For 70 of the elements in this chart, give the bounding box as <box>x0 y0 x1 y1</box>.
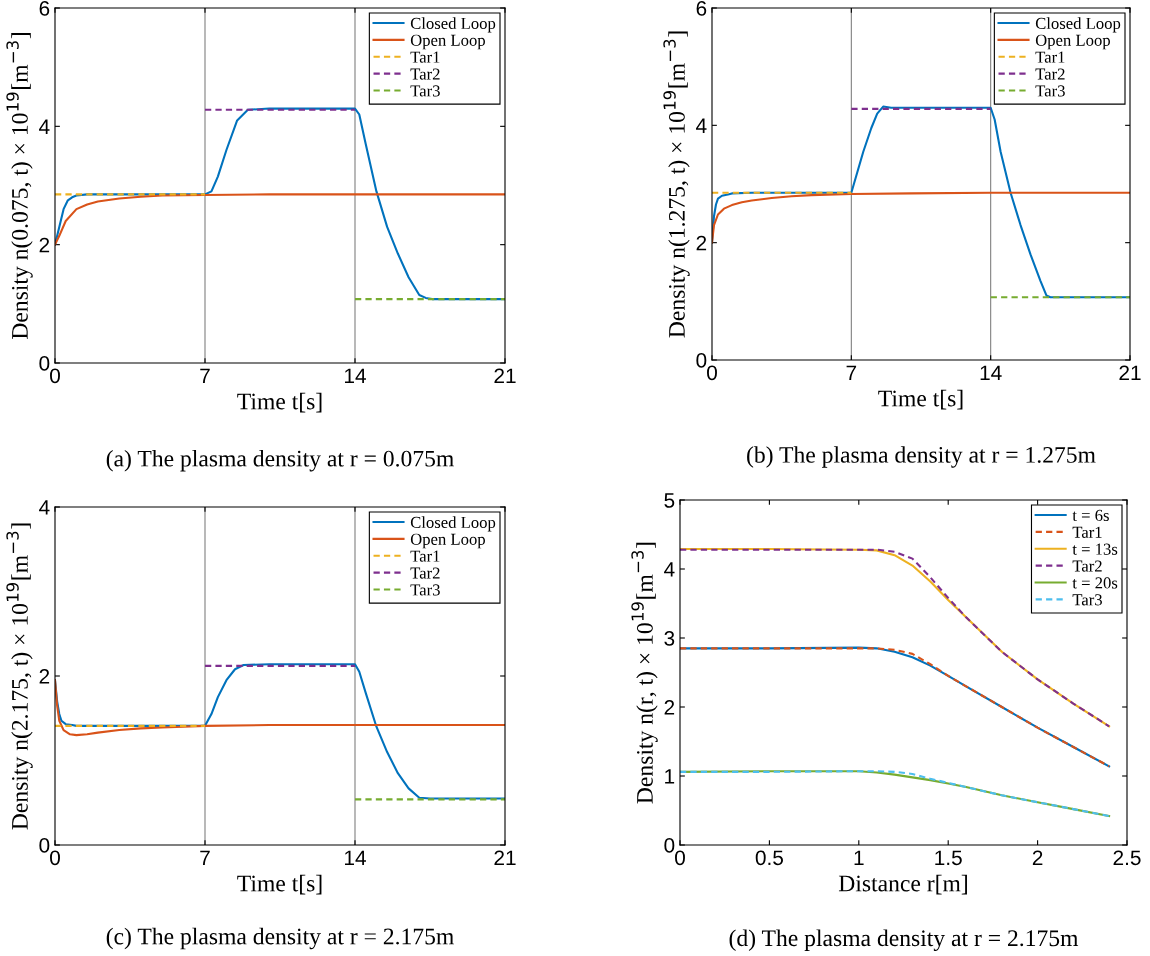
x-tick-label: 0.5 <box>755 850 784 866</box>
legend-label: t = 6s <box>1072 509 1109 521</box>
legend-label: Tar2 <box>410 567 440 579</box>
legend-label: Tar2 <box>410 68 440 80</box>
x-tick-label: 7 <box>846 365 857 380</box>
text: (a) The plasma density at r = 0.075m <box>106 449 454 472</box>
legend-label: Open Loop <box>1035 34 1110 50</box>
y-tick-label: 4 <box>39 500 50 515</box>
y-tick-label: 0 <box>696 353 707 368</box>
x-tick-label: 14 <box>345 368 366 383</box>
y-tick-label: 4 <box>664 562 675 577</box>
x-tick-label: 21 <box>1119 365 1141 380</box>
x-axis-title: Time t[s] <box>237 392 322 413</box>
y-tick-label: 2 <box>39 237 50 253</box>
line-series <box>680 770 1111 818</box>
x-tick-label: 0 <box>707 365 717 381</box>
x-tick-label: 7 <box>200 850 210 865</box>
legend-label: Tar3 <box>410 85 440 97</box>
x-tick-label: 0 <box>50 850 60 866</box>
x-tick-label: 14 <box>345 850 366 865</box>
y-tick-label: 2 <box>39 669 50 684</box>
x-axis-title: Distance r[m] <box>838 874 967 895</box>
x-tick-label: 21 <box>494 368 516 383</box>
x-tick-label: 2.5 <box>1113 850 1141 866</box>
legend-label: t = 20s <box>1072 577 1118 589</box>
legend-label: Tar3 <box>410 584 440 596</box>
x-axis-title: Time t[s] <box>878 389 963 410</box>
legend-label: Tar1 <box>1072 526 1102 538</box>
x-tick-label: 0 <box>50 368 60 384</box>
x-tick-label: 0 <box>675 850 685 866</box>
y-tick-label: 0 <box>664 838 675 853</box>
y-axis-title: Density n(r, t) × 10$^{19}$[m$^{−3}$] <box>631 542 658 804</box>
legend-label: Closed Loop <box>410 516 496 532</box>
y-tick-label: 1 <box>665 769 675 784</box>
y-tick-label: 0 <box>39 838 50 853</box>
y-tick-label: 5 <box>664 493 675 508</box>
x-tick-label: 7 <box>200 368 210 383</box>
legend-label: Tar1 <box>410 51 440 63</box>
legend-label: Tar2 <box>1035 68 1065 80</box>
y-axis-title: Density n(2.175, t) × 10$^{19}$[m$^{−3}$] <box>6 523 33 830</box>
x-tick-label: 2 <box>1032 850 1043 865</box>
legend-label: Tar2 <box>1072 560 1102 572</box>
text: (d) The plasma density at r = 2.175m <box>729 929 1079 951</box>
text: (c) The plasma density at r = 2.175m <box>106 927 454 950</box>
y-tick-label: 6 <box>696 1 707 16</box>
x-axis-title: Time t[s] <box>237 874 322 895</box>
line-series <box>55 193 505 246</box>
text: (b) The plasma density at r = 1.275m <box>747 446 1096 468</box>
x-tick-label: 1.5 <box>935 850 962 866</box>
line-series <box>55 663 505 800</box>
y-tick-label: 2 <box>664 700 675 715</box>
legend-label: Closed Loop <box>410 17 496 33</box>
legend-label: Tar3 <box>1072 594 1102 606</box>
legend-label: Open Loop <box>410 34 485 50</box>
legend-label: Tar1 <box>1035 51 1065 63</box>
y-axis-title: Density n(1.275, t) × 10$^{19}$[m$^{−3}$] <box>663 31 690 338</box>
x-tick-label: 14 <box>980 365 1002 380</box>
legend-label: Open Loop <box>410 533 485 549</box>
y-tick-label: 4 <box>696 118 707 133</box>
legend-label: Tar1 <box>410 550 440 562</box>
y-tick-label: 6 <box>39 1 50 16</box>
legend-label: Closed Loop <box>1035 17 1121 33</box>
y-tick-label: 3 <box>664 631 675 646</box>
x-tick-label: 1 <box>854 850 864 865</box>
y-axis-title: Density n(0.075, t) × 10$^{19}$[m$^{−3}$] <box>6 33 33 339</box>
legend-label: t = 13s <box>1072 543 1118 555</box>
legend-label: Tar3 <box>1035 85 1065 97</box>
y-tick-label: 4 <box>39 119 50 134</box>
y-tick-label: 2 <box>696 235 707 251</box>
x-tick-label: 21 <box>494 850 516 865</box>
